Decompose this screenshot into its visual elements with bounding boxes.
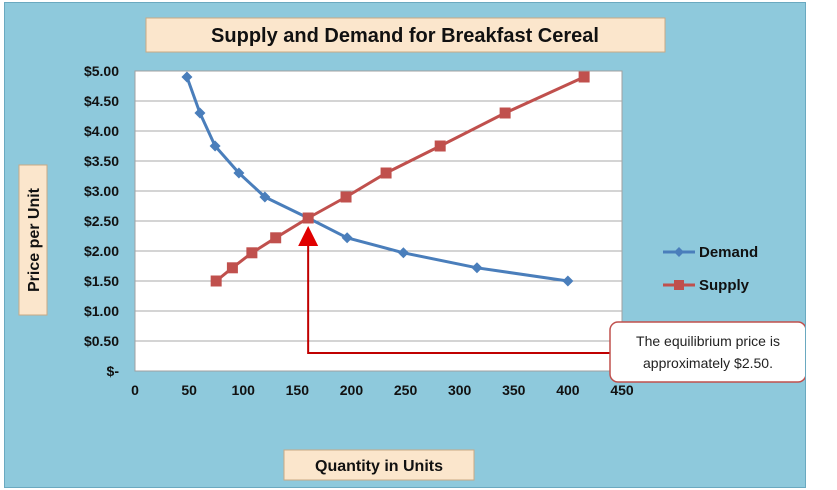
x-tick-label: 300: [448, 382, 472, 398]
legend-label: Supply: [699, 277, 750, 294]
supply-point: [210, 275, 222, 287]
y-tick-label: $4.00: [84, 123, 119, 139]
demand-point: [181, 71, 193, 83]
y-tick-label: $5.00: [84, 63, 119, 79]
series-layer: [181, 71, 590, 287]
supply-point: [340, 191, 352, 203]
y-tick-label: $4.50: [84, 93, 119, 109]
x-axis-label-box: Quantity in Units: [283, 449, 475, 481]
y-axis-label: Price per Unit: [26, 187, 43, 292]
supply-legend-marker: [674, 280, 684, 290]
supply-point: [302, 212, 314, 224]
y-tick-label: $0.50: [84, 333, 119, 349]
x-tick-label: 0: [131, 382, 139, 398]
demand-point: [397, 247, 409, 259]
supply-point: [246, 247, 258, 259]
x-tick-label: 100: [232, 382, 256, 398]
x-tick-label: 250: [394, 382, 418, 398]
y-tick-label: $2.50: [84, 213, 119, 229]
title-box: Supply and Demand for Breakfast Cereal: [145, 17, 666, 53]
demand-point: [562, 275, 574, 287]
gridlines: [135, 100, 622, 342]
y-tick-label: $1.00: [84, 303, 119, 319]
x-tick-label: 200: [340, 382, 364, 398]
chart: Supply and Demand for Breakfast Cereal $…: [18, 17, 805, 481]
annotation-text-line2: approximately $2.50.: [643, 355, 773, 371]
demand-point: [209, 140, 221, 152]
annotation-box: [609, 321, 805, 383]
legend-label: Demand: [699, 244, 758, 261]
demand-point: [233, 167, 245, 179]
supply-point: [226, 262, 238, 274]
x-tick-label: 50: [181, 382, 197, 398]
x-axis-label: Quantity in Units: [315, 458, 443, 475]
y-tick-label: $1.50: [84, 273, 119, 289]
y-tick-label: $3.50: [84, 153, 119, 169]
annotation-text-line1: The equilibrium price is: [636, 333, 780, 349]
demand-point: [471, 262, 483, 274]
supply-point: [434, 140, 446, 152]
chart-title: Supply and Demand for Breakfast Cereal: [211, 25, 599, 47]
supply-line: [215, 75, 585, 283]
demand-line: [185, 76, 569, 283]
y-tick-label: $-: [107, 363, 120, 379]
x-tick-label: 350: [502, 382, 526, 398]
supply-point: [578, 71, 590, 83]
supply-point: [270, 232, 282, 244]
chart-frame: Supply and Demand for Breakfast Cereal $…: [4, 2, 806, 488]
demand-point: [259, 191, 271, 203]
y-tick-labels: $- $0.50 $1.00 $1.50 $2.00 $2.50 $3.00 $3.50 $4.…: [84, 63, 119, 379]
annotation-arrowhead: [298, 226, 319, 246]
y-tick-label: $3.00: [84, 183, 119, 199]
annotation: The equilibrium price is approximately $…: [298, 226, 805, 383]
x-tick-labels: 0 50 100 150 200 250 300 350 400 450: [131, 382, 634, 398]
y-tick-label: $2.00: [84, 243, 119, 259]
demand-point: [194, 107, 206, 119]
x-tick-label: 450: [610, 382, 634, 398]
x-tick-label: 400: [556, 382, 580, 398]
x-tick-label: 150: [286, 382, 310, 398]
annotation-connector: [307, 246, 610, 354]
y-axis-label-box: Price per Unit: [18, 164, 48, 316]
demand-legend-marker: [674, 247, 684, 257]
demand-point: [341, 232, 353, 244]
supply-point: [380, 167, 392, 179]
supply-point: [499, 107, 511, 119]
legend: Demand Supply: [663, 244, 758, 294]
